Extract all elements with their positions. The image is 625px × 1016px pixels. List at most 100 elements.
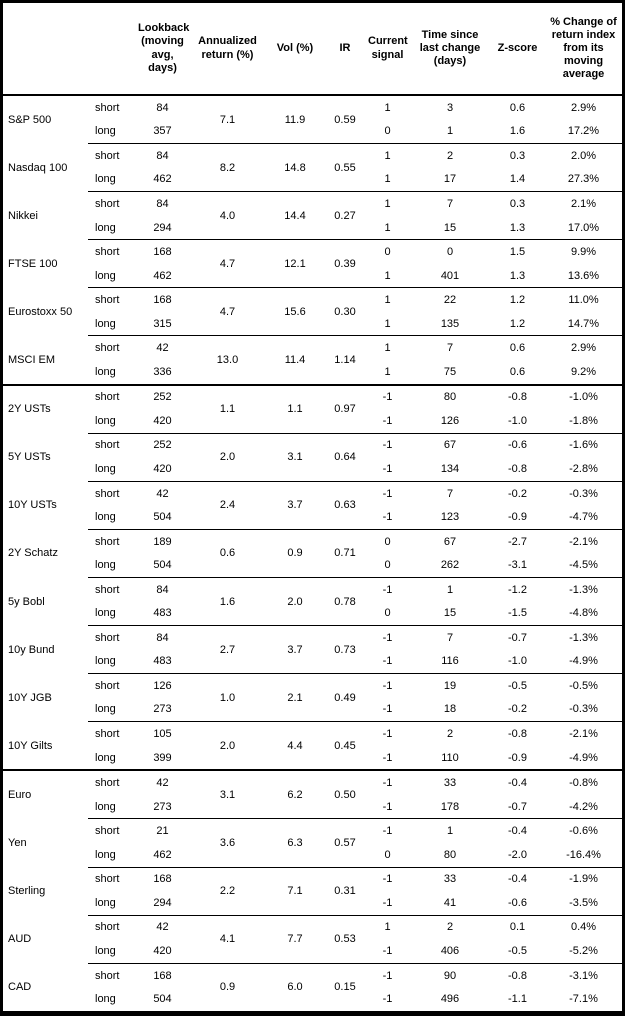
annualized-return-cell: 1.1	[190, 383, 265, 434]
z-score-cell: -0.5	[490, 673, 545, 698]
annualized-return-cell: 0.9	[190, 962, 265, 1011]
signal-cell: -1	[382, 800, 393, 813]
asset-row-short: 5Y USTs short 252 2.0 3.1 0.64 -1 67 -0.6 -1.6%	[3, 432, 622, 482]
annualized-return-cell: 4.0	[190, 191, 265, 240]
pct-change-cell: 9.9%	[545, 239, 622, 264]
row-label-cell: long	[95, 365, 116, 378]
pct-change-cell: 2.9%	[545, 94, 622, 120]
time-since-cell: 134	[440, 463, 460, 476]
signal-cell: 1	[365, 143, 410, 168]
ir-cell: 0.49	[325, 673, 365, 722]
z-score-cell: 0.3	[490, 143, 545, 168]
asset-row-long: long 462 1 17 1.4 27.3%	[3, 168, 622, 192]
asset-row-short: 10y Bund short 84 2.7 3.7 0.73 -1 7 -0.7 -1.3%	[3, 625, 622, 674]
asset-row-long: long 273 -1 178 -0.7 -4.2%	[3, 795, 622, 819]
pct-change-cell: -0.3%	[545, 480, 622, 506]
vol-cell: 7.1	[265, 866, 325, 916]
ir-cell: 1.14	[325, 335, 365, 385]
signal-cell: 1	[384, 269, 391, 282]
col-header-z-score: Z-score	[490, 3, 545, 96]
z-score-cell: 0.1	[490, 914, 545, 940]
pct-change-cell: -2.1%	[545, 528, 622, 554]
pct-change-cell: -2.1%	[545, 721, 622, 746]
row-label-cell: short	[88, 721, 135, 746]
asset-row-short: 2Y Schatz short 189 0.6 0.9 0.71 0 67 -2.7 -2.1%	[3, 528, 622, 578]
asset-row-short: S&P 500 short 84 7.1 11.9 0.59 1 3 0.6 2.9%	[3, 94, 622, 144]
z-score-cell: -0.5	[508, 944, 527, 957]
signal-cell: 0	[365, 239, 410, 264]
row-label-cell: short	[88, 287, 135, 312]
annualized-return-cell: 0.6	[190, 528, 265, 578]
time-since-cell: 80	[443, 848, 457, 861]
asset-row-short: 2Y USTs short 252 1.1 1.1 0.97 -1 80 -0.8 -1.0%	[3, 383, 622, 434]
vol-cell: 6.0	[265, 962, 325, 1011]
lookback-cell: 84	[135, 625, 190, 650]
z-score-cell: 0.6	[490, 94, 545, 120]
asset-name-cell: 2Y Schatz	[8, 547, 58, 560]
row-label-cell: short	[88, 480, 135, 506]
z-score-cell: -1.1	[508, 993, 527, 1006]
asset-row-short: AUD short 42 4.1 7.7 0.53 1 2 0.1 0.4%	[3, 914, 622, 964]
lookback-cell: 84	[135, 576, 190, 602]
vol-cell: 3.7	[265, 480, 325, 530]
vol-cell: 14.8	[265, 143, 325, 192]
pct-change-cell: -3.5%	[569, 896, 598, 909]
lookback-cell: 84	[135, 143, 190, 168]
annualized-return-cell: 2.0	[190, 721, 265, 771]
row-label-cell: short	[88, 239, 135, 264]
asset-row-long: long 462 0 80 -2.0 -16.4%	[3, 843, 622, 867]
time-since-cell: 7	[410, 335, 490, 361]
z-score-cell: -3.1	[508, 559, 527, 572]
signal-cell: 0	[384, 848, 391, 861]
signal-cell: 0	[365, 528, 410, 554]
signal-cell: -1	[365, 625, 410, 650]
col-header-asset	[3, 3, 88, 96]
row-label-cell: short	[88, 432, 135, 458]
asset-name-cell: CAD	[8, 981, 32, 994]
pct-change-cell: -2.8%	[569, 463, 598, 476]
annualized-return-cell: 3.1	[190, 769, 265, 819]
row-label-cell: long	[95, 269, 116, 282]
asset-row-long: long 462 1 401 1.3 13.6%	[3, 264, 622, 288]
row-label-cell: short	[88, 383, 135, 410]
lookback-cell: 273	[153, 703, 172, 716]
row-label-cell: long	[95, 173, 116, 186]
lookback-cell: 420	[153, 414, 172, 427]
col-header-lookback: Lookback (moving avg, days)	[135, 3, 190, 96]
lookback-cell: 42	[135, 769, 190, 795]
annualized-return-cell: 2.4	[190, 480, 265, 530]
vol-cell: 7.7	[265, 914, 325, 964]
pct-change-cell: -4.9%	[569, 751, 598, 764]
asset-row-long: long 336 1 75 0.6 9.2%	[3, 360, 622, 385]
asset-name-cell: 10Y Gilts	[8, 739, 53, 752]
asset-name-cell: S&P 500	[8, 113, 52, 126]
pct-change-cell: -4.2%	[569, 800, 598, 813]
lookback-cell: 168	[135, 866, 190, 892]
asset-row-short: MSCI EM short 42 13.0 11.4 1.14 1 7 0.6 2.9%	[3, 335, 622, 385]
signal-cell: -1	[365, 962, 410, 988]
ir-cell: 0.63	[325, 480, 365, 530]
ir-cell: 0.78	[325, 576, 365, 626]
lookback-cell: 294	[153, 221, 172, 234]
asset-row-short: Eurostoxx 50 short 168 4.7 15.6 0.30 1 22 1.2 11.…	[3, 287, 622, 336]
z-score-cell: -1.2	[490, 576, 545, 602]
row-label-cell: long	[95, 414, 116, 427]
row-label-cell: long	[95, 751, 116, 764]
z-score-cell: -0.7	[508, 800, 527, 813]
row-label-cell: short	[88, 866, 135, 892]
time-since-cell: 33	[410, 866, 490, 892]
lookback-cell: 504	[153, 511, 172, 524]
z-score-cell: -1.0	[508, 655, 527, 668]
pct-change-cell: 9.2%	[570, 365, 597, 378]
time-since-cell: 1	[410, 818, 490, 844]
vol-cell: 2.0	[265, 576, 325, 626]
z-score-cell: 1.4	[509, 173, 526, 186]
lookback-cell: 462	[153, 173, 172, 186]
lookback-cell: 252	[135, 383, 190, 410]
lookback-cell: 273	[153, 800, 172, 813]
ir-cell: 0.15	[325, 962, 365, 1011]
z-score-cell: -1.5	[508, 607, 527, 620]
z-score-cell: 1.2	[509, 317, 526, 330]
time-since-cell: 496	[440, 993, 460, 1006]
annualized-return-cell: 1.6	[190, 576, 265, 626]
